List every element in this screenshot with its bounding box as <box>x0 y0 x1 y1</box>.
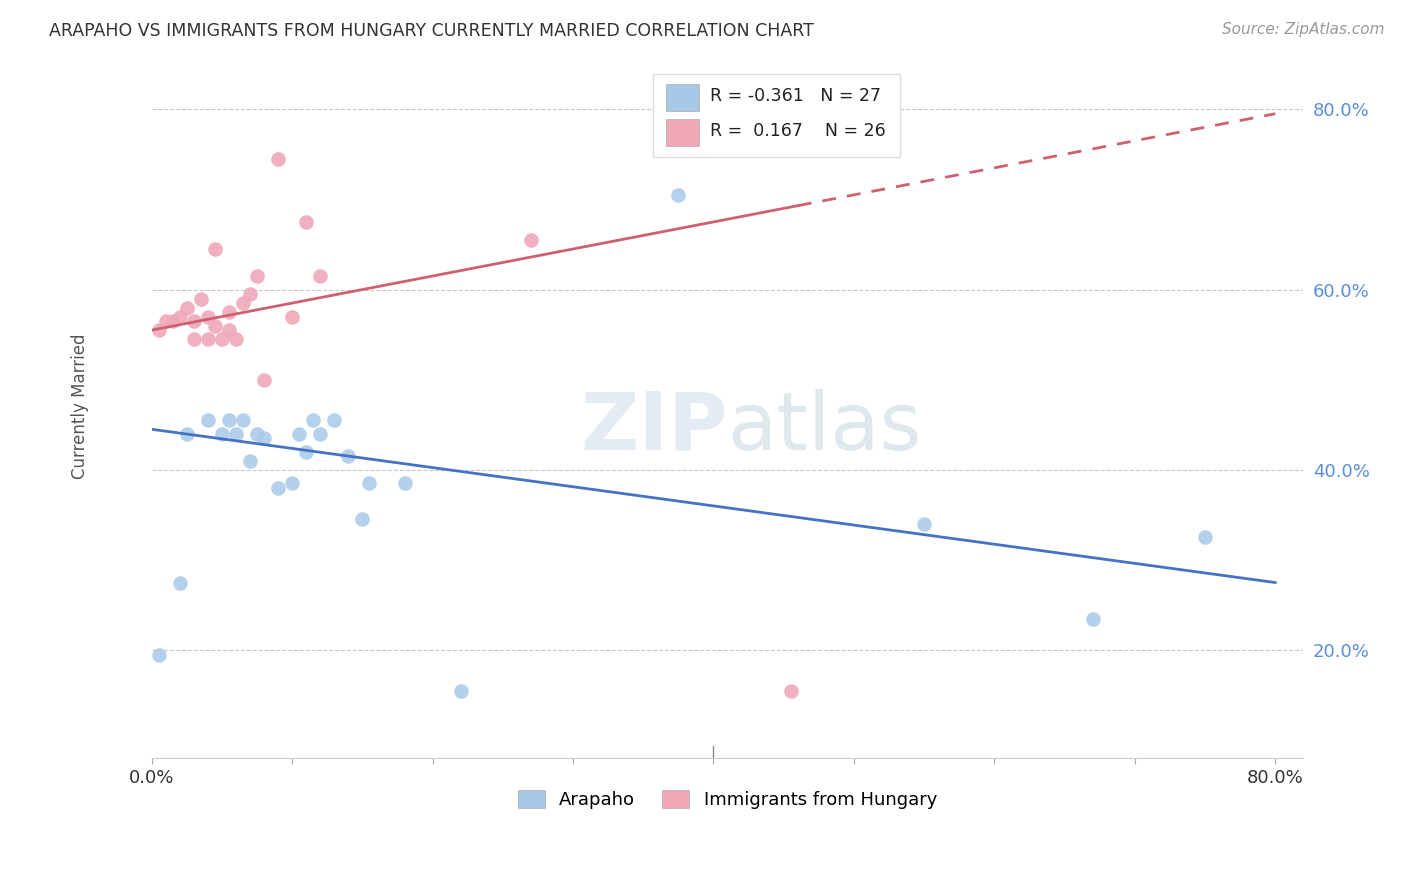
Text: R =  0.167    N = 26: R = 0.167 N = 26 <box>710 122 886 140</box>
FancyBboxPatch shape <box>666 84 699 111</box>
Point <box>779 683 801 698</box>
Point <box>183 332 205 346</box>
Point <box>337 450 360 464</box>
Point <box>218 413 240 427</box>
Point <box>1081 611 1104 625</box>
Point <box>359 476 381 491</box>
Point <box>253 431 276 445</box>
Point <box>218 305 240 319</box>
Point <box>183 314 205 328</box>
FancyBboxPatch shape <box>652 74 900 157</box>
Y-axis label: Currently Married: Currently Married <box>72 334 89 480</box>
Point <box>225 426 247 441</box>
Point <box>394 476 416 491</box>
Point <box>309 268 332 283</box>
Point <box>204 242 226 256</box>
Point <box>232 413 254 427</box>
Point <box>169 310 191 324</box>
Point <box>225 332 247 346</box>
Point <box>253 373 276 387</box>
Text: ZIP: ZIP <box>581 389 727 467</box>
FancyBboxPatch shape <box>666 120 699 146</box>
Point <box>295 445 318 459</box>
Point <box>211 426 233 441</box>
Point <box>520 233 543 247</box>
Point <box>162 314 184 328</box>
Text: atlas: atlas <box>727 389 922 467</box>
Legend: Arapaho, Immigrants from Hungary: Arapaho, Immigrants from Hungary <box>510 782 945 816</box>
Point <box>246 426 269 441</box>
Point <box>288 426 311 441</box>
Point <box>176 301 198 315</box>
Point <box>450 683 472 698</box>
Point <box>239 454 262 468</box>
Point <box>267 152 290 166</box>
Point <box>155 314 177 328</box>
Text: ARAPAHO VS IMMIGRANTS FROM HUNGARY CURRENTLY MARRIED CORRELATION CHART: ARAPAHO VS IMMIGRANTS FROM HUNGARY CURRE… <box>49 22 814 40</box>
Text: Source: ZipAtlas.com: Source: ZipAtlas.com <box>1222 22 1385 37</box>
Point <box>232 296 254 310</box>
Point <box>239 287 262 301</box>
Point <box>211 332 233 346</box>
Point <box>204 318 226 333</box>
Point <box>666 187 689 202</box>
Point <box>302 413 325 427</box>
Point <box>281 310 304 324</box>
Point <box>218 323 240 337</box>
Point <box>323 413 346 427</box>
Point <box>912 516 935 531</box>
Point <box>190 292 212 306</box>
Point <box>176 426 198 441</box>
Point <box>295 215 318 229</box>
Point <box>1194 531 1216 545</box>
Point <box>267 481 290 495</box>
Point <box>352 512 374 526</box>
Point <box>197 332 219 346</box>
Point <box>281 476 304 491</box>
Text: R = -0.361   N = 27: R = -0.361 N = 27 <box>710 87 882 105</box>
Point <box>197 413 219 427</box>
Point <box>246 268 269 283</box>
Point <box>309 426 332 441</box>
Point <box>148 323 170 337</box>
Point <box>148 648 170 662</box>
Point <box>197 310 219 324</box>
Point <box>169 575 191 590</box>
